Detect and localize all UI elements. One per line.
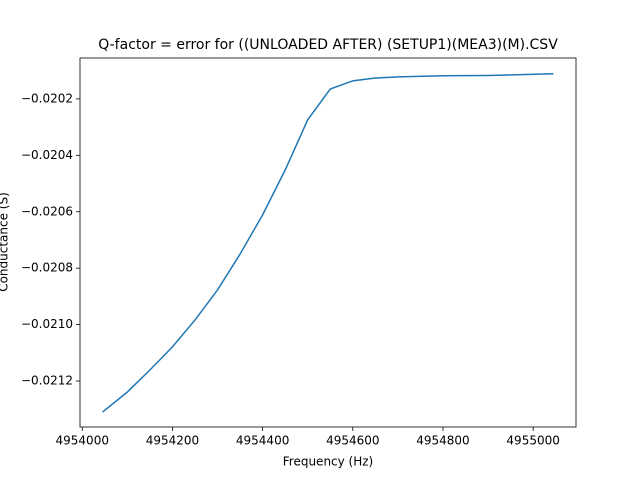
x-axis-label: Frequency (Hz) (283, 455, 374, 469)
y-tick-label: −0.0202 (21, 91, 73, 105)
line-series (102, 73, 554, 413)
x-tick-label: 4954200 (146, 434, 199, 448)
x-tick-label: 4954600 (326, 434, 379, 448)
y-tick-label: −0.0208 (21, 261, 73, 275)
x-tick-label: 4954000 (56, 434, 109, 448)
chart-title: Q-factor = error for ((UNLOADED AFTER) (… (98, 37, 558, 53)
x-tick-label: 4954800 (416, 434, 469, 448)
y-tick-label: −0.0212 (21, 374, 73, 388)
y-axis-label: Conductance (S) (0, 192, 11, 292)
plot-frame (79, 57, 577, 428)
y-tick-label: −0.0204 (21, 148, 73, 162)
y-tick-label: −0.0206 (21, 204, 73, 218)
x-tick-label: 4954400 (236, 434, 289, 448)
x-tick-label: 4955000 (506, 434, 559, 448)
y-tick-label: −0.0210 (21, 317, 73, 331)
